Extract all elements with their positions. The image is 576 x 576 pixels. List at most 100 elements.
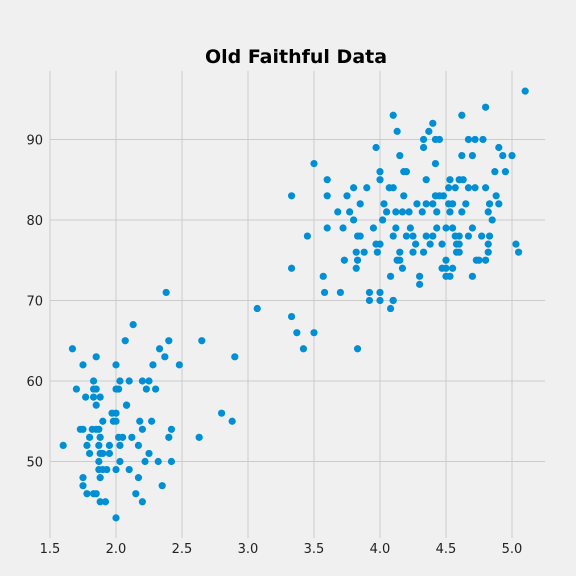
data-point	[373, 248, 381, 256]
data-point	[103, 465, 111, 474]
data-point	[336, 288, 344, 297]
data-point	[396, 151, 404, 160]
data-point	[446, 176, 454, 184]
data-point	[482, 184, 490, 192]
data-point	[105, 449, 113, 458]
data-point	[419, 135, 428, 144]
data-point	[449, 200, 457, 208]
data-point	[162, 288, 170, 297]
data-point	[435, 135, 443, 144]
data-point	[92, 401, 100, 409]
data-point	[365, 288, 374, 297]
data-point	[389, 184, 397, 192]
data-point	[86, 433, 94, 441]
data-point	[409, 248, 417, 256]
data-point	[116, 457, 124, 466]
data-point	[116, 377, 124, 385]
data-point	[138, 377, 146, 385]
data-point	[393, 127, 401, 135]
data-point	[478, 232, 486, 240]
x-tick-label: 5.0	[502, 542, 523, 557]
data-point	[422, 200, 430, 208]
data-point	[396, 256, 404, 264]
data-point	[471, 135, 479, 144]
data-point	[92, 385, 100, 393]
data-point	[492, 192, 500, 200]
data-point	[515, 248, 523, 256]
data-point	[134, 474, 143, 482]
data-point	[293, 329, 301, 337]
data-point	[142, 385, 150, 393]
data-point	[96, 474, 104, 482]
data-point	[484, 208, 492, 216]
data-point	[468, 151, 476, 160]
data-point	[433, 224, 441, 232]
data-point	[416, 280, 424, 288]
data-point	[95, 457, 103, 466]
data-point	[122, 401, 131, 409]
data-point	[419, 248, 428, 256]
data-point	[464, 135, 473, 144]
data-point	[79, 361, 87, 369]
data-point	[446, 208, 454, 216]
data-point	[340, 256, 348, 264]
data-point	[83, 490, 91, 498]
x-tick-label: 3.0	[238, 542, 259, 557]
data-point	[455, 232, 463, 240]
data-point	[482, 256, 490, 264]
data-point	[392, 224, 400, 232]
data-point	[287, 192, 296, 200]
data-point	[468, 272, 476, 280]
data-point	[86, 449, 94, 458]
data-point	[82, 393, 90, 401]
data-point	[462, 200, 470, 208]
data-point	[132, 490, 140, 498]
data-point	[231, 353, 239, 361]
data-point	[431, 159, 440, 168]
data-point	[439, 192, 447, 200]
data-point	[406, 224, 414, 232]
data-point	[422, 176, 430, 184]
data-point	[389, 111, 397, 119]
data-point	[386, 304, 395, 313]
data-point	[383, 208, 391, 216]
data-point	[346, 208, 354, 216]
data-point	[376, 288, 384, 297]
data-point	[495, 143, 503, 152]
data-point	[96, 393, 104, 401]
data-point	[350, 184, 358, 192]
data-point	[405, 208, 413, 216]
data-point	[445, 184, 453, 192]
data-point	[458, 151, 466, 160]
x-tick-label: 2.5	[172, 542, 193, 557]
data-point	[165, 337, 173, 345]
data-point	[287, 264, 296, 272]
data-point	[175, 361, 183, 369]
data-point	[145, 449, 153, 458]
data-point	[433, 208, 441, 216]
data-point	[389, 296, 397, 305]
data-point	[92, 353, 100, 361]
data-point	[83, 441, 91, 450]
data-point	[112, 409, 120, 417]
data-point	[484, 240, 492, 248]
data-point	[148, 417, 156, 425]
data-point	[228, 417, 236, 425]
data-point	[155, 345, 164, 353]
data-point	[339, 224, 347, 232]
data-point	[334, 208, 342, 216]
data-point	[458, 111, 466, 119]
data-point	[95, 441, 103, 450]
data-point	[485, 200, 494, 208]
x-tick-label: 4.0	[370, 542, 391, 557]
data-point	[402, 232, 410, 240]
data-point	[68, 345, 77, 353]
data-point	[121, 337, 129, 345]
data-point	[402, 168, 410, 176]
data-point	[464, 232, 473, 240]
data-point	[429, 119, 437, 127]
data-point	[356, 232, 364, 240]
data-point	[363, 184, 371, 192]
y-tick-label: 50	[26, 456, 43, 471]
